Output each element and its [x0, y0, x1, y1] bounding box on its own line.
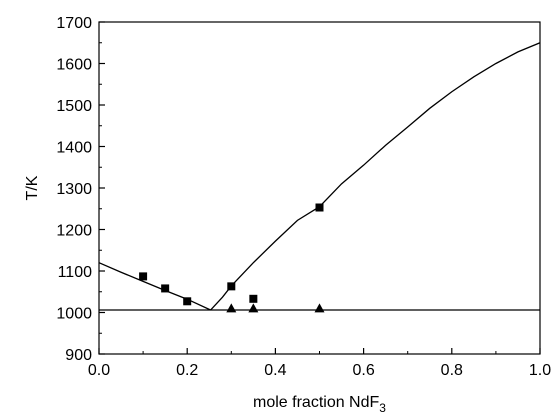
x-axis: 0.0 0.2 0.4 0.6 0.8 1.0	[88, 348, 551, 379]
x-axis-title: mole fraction NdF3	[253, 394, 386, 415]
x-tick-label: 1.0	[529, 362, 551, 379]
square-marker	[183, 297, 192, 306]
x-tick-label: 0.2	[176, 362, 198, 379]
y-tick-label: 1000	[56, 306, 92, 323]
y-tick-label: 1600	[56, 57, 92, 74]
y-tick-label: 1100	[58, 264, 93, 281]
y-tick-label: 1200	[56, 223, 92, 240]
curve-0	[99, 262, 211, 311]
x-tick-label: 0.6	[352, 362, 374, 379]
triangle-marker	[226, 303, 237, 313]
y-tick-label: 1700	[56, 15, 92, 32]
x-axis-title-main: mole fraction NdF	[253, 394, 379, 411]
x-tick-label: 0.8	[441, 362, 463, 379]
y-axis-title: T/K	[24, 175, 41, 200]
triangle-marker	[248, 303, 259, 313]
y-tick-label: 1300	[56, 181, 92, 198]
plot-area	[99, 42, 540, 311]
y-tick-label: 1500	[56, 98, 92, 115]
y-axis: 900 1000 1100 1200 1300 1400 1500 1600 1700	[56, 15, 105, 364]
x-tick-label: 0.4	[264, 362, 286, 379]
x-tick-label: 0.0	[88, 362, 110, 379]
triangle-marker	[314, 303, 325, 313]
square-marker	[161, 284, 170, 293]
square-marker	[227, 282, 236, 291]
square-marker	[315, 203, 324, 212]
y-tick-label: 900	[65, 347, 92, 364]
curve-1	[210, 42, 540, 311]
square-marker	[139, 272, 148, 281]
y-tick-label: 1400	[56, 140, 92, 157]
x-axis-title-subscript: 3	[379, 401, 386, 415]
square-marker	[249, 294, 258, 303]
